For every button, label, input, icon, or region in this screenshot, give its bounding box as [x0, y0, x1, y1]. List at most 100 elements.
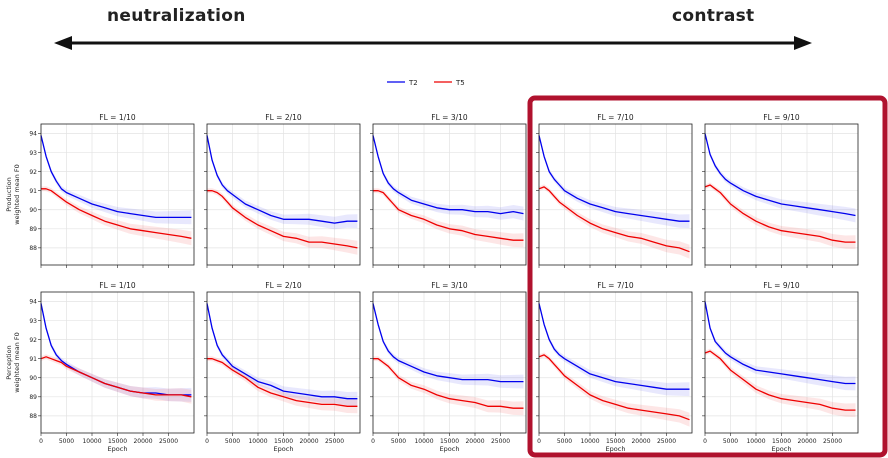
series-line-t5 — [207, 358, 358, 407]
y-tick-label: 92 — [29, 169, 37, 176]
x-axis-label: Epoch — [772, 445, 792, 453]
panel-row2-col4: FL = 7/10 0 5000 10000 15000 20000 25000 Epoch — [536, 281, 693, 453]
y-tick-label: 90 — [29, 207, 37, 214]
panel-title: FL = 3/10 — [431, 281, 468, 290]
series-line-t5 — [704, 350, 856, 411]
x-tick-label: 15000 — [772, 438, 791, 445]
series-band-t2 — [41, 301, 192, 402]
series-band-t2 — [705, 299, 856, 391]
series-line-t2 — [538, 303, 690, 390]
y-tick-label: 93 — [29, 318, 37, 325]
x-axis-label: Epoch — [108, 445, 128, 453]
series-line-t2 — [206, 135, 358, 224]
neutralization-label: neutralization — [107, 6, 246, 26]
panel-row2-col3: FL = 3/10 0 5000 10000 15000 20000 25000 Epoch — [370, 281, 527, 453]
series-line-t5 — [704, 184, 856, 243]
x-tick-label: 5000 — [59, 438, 74, 445]
x-tick-label: 25000 — [159, 438, 178, 445]
panel-title: FL = 9/10 — [763, 113, 800, 122]
row-1-ylabel: Productionweighted mean F0 — [5, 164, 21, 224]
series-band-t2 — [539, 133, 690, 229]
x-tick-label: 10000 — [248, 438, 267, 445]
panel-title: FL = 3/10 — [431, 113, 468, 122]
series-band-t2 — [207, 301, 358, 406]
series-line-t5 — [40, 356, 192, 398]
legend: T2 T5 — [387, 79, 465, 87]
x-tick-label: 15000 — [440, 438, 459, 445]
series-band-t5 — [207, 356, 358, 414]
series-band-t2 — [41, 133, 192, 225]
series-band-t2 — [373, 133, 524, 221]
series-line-t2 — [704, 301, 856, 385]
y-tick-label: 93 — [29, 150, 37, 157]
panel-title: FL = 2/10 — [265, 113, 302, 122]
y-tick-label: 89 — [29, 394, 37, 401]
series-line-t5 — [373, 358, 524, 409]
series-line-t5 — [207, 190, 358, 249]
x-axis-label: Epoch — [274, 445, 294, 453]
x-tick-label: 25000 — [491, 438, 510, 445]
panel-title: FL = 1/10 — [99, 281, 136, 290]
series-band-t5 — [705, 182, 856, 250]
panel-row1-col4: FL = 7/10 — [536, 113, 693, 268]
panel-row2-col5: FL = 9/10 0 5000 10000 15000 20000 25000 Epoch — [702, 281, 859, 453]
series-line-t5 — [373, 190, 524, 241]
contrast-label: contrast — [672, 6, 755, 26]
y-tick-label: 89 — [29, 226, 37, 233]
x-tick-label: 25000 — [325, 438, 344, 445]
series-line-t2 — [372, 303, 524, 383]
panel-row1-col1: FL = 1/10 88 89 90 91 92 93 94 — [29, 113, 195, 268]
panel-row1-col3: FL = 3/10 — [370, 113, 527, 268]
series-line-t2 — [206, 303, 358, 400]
x-tick-label: 5000 — [391, 438, 406, 445]
x-tick-label: 10000 — [414, 438, 433, 445]
highlight-box — [527, 95, 888, 458]
x-tick-label: 20000 — [631, 438, 650, 445]
x-tick-label: 0 — [371, 438, 375, 445]
series-line-t5 — [41, 188, 192, 239]
x-tick-label: 20000 — [797, 438, 816, 445]
series-band-t5 — [41, 186, 192, 246]
panel-grid: Productionweighted mean F0 FL = 1/10 88 89 9… — [5, 113, 859, 453]
panel-title: FL = 1/10 — [99, 113, 136, 122]
x-tick-label: 5000 — [723, 438, 738, 445]
x-tick-label: 5000 — [557, 438, 572, 445]
series-line-t5 — [538, 354, 690, 421]
y-tick-label: 91 — [29, 188, 37, 195]
x-tick-label: 0 — [205, 438, 209, 445]
x-tick-label: 0 — [39, 438, 43, 445]
x-tick-label: 20000 — [133, 438, 152, 445]
series-band-t2 — [539, 301, 690, 397]
legend-label-t5: T5 — [455, 79, 465, 87]
y-tick-label: 94 — [29, 131, 37, 138]
y-tick-label: 91 — [29, 356, 37, 363]
x-tick-label: 5000 — [225, 438, 240, 445]
series-line-t5 — [538, 186, 690, 253]
x-tick-label: 15000 — [108, 438, 127, 445]
y-tick-label: 90 — [29, 375, 37, 382]
x-tick-label: 10000 — [580, 438, 599, 445]
series-line-t2 — [538, 135, 690, 222]
y-tick-label: 92 — [29, 337, 37, 344]
y-tick-label: 88 — [29, 245, 37, 252]
y-tick-label: 94 — [29, 299, 37, 306]
x-tick-label: 20000 — [299, 438, 318, 445]
neutralization-contrast-arrow — [54, 36, 812, 50]
series-band-t5 — [705, 348, 856, 418]
series-line-t2 — [704, 133, 856, 217]
x-axis-label: Epoch — [440, 445, 460, 453]
x-tick-label: 15000 — [274, 438, 293, 445]
series-band-t5 — [373, 356, 524, 416]
series-band-t2 — [207, 133, 358, 230]
panel-row2-col2: FL = 2/10 0 5000 10000 15000 20000 25000 Epoch — [204, 281, 361, 453]
series-line-t2 — [40, 135, 192, 219]
x-tick-label: 25000 — [657, 438, 676, 445]
x-tick-label: 15000 — [606, 438, 625, 445]
panel-title: FL = 2/10 — [265, 281, 302, 290]
panel-row1-col5: FL = 9/10 — [702, 113, 859, 268]
x-tick-label: 0 — [537, 438, 541, 445]
legend-label-t2: T2 — [408, 79, 418, 87]
y-tick-label: 88 — [29, 413, 37, 420]
series-band-t5 — [373, 188, 524, 248]
